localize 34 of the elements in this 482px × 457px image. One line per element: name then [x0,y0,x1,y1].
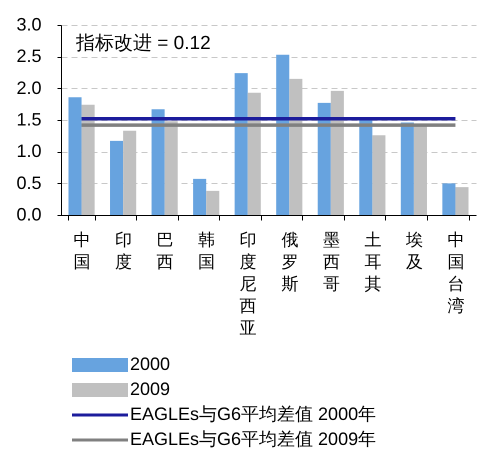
bar [276,54,290,215]
x-tick-label: 中国 [74,230,91,272]
x-tick-label: 印度 [115,230,132,272]
bar [234,73,248,215]
x-tick-label: 埃及 [404,230,423,272]
legend-label: EAGLEs与G6平均差值 2009年 [130,429,376,449]
bar [455,187,469,215]
legend-label: 2000 [130,354,170,374]
x-tick-label: 土耳其 [364,230,382,294]
bar [400,122,414,215]
bar [206,190,220,215]
y-tick-label: 3.0 [16,14,42,34]
bar [318,102,331,215]
y-tick-label: 0.0 [16,204,42,224]
bar [152,109,165,215]
y-tick-label: 0.5 [16,172,42,193]
bar [68,97,82,215]
x-tick-label: 墨西哥 [322,230,340,294]
bar [193,178,206,215]
annotation: 指标改进 = 0.12 [75,33,211,54]
bar [110,140,124,215]
legend-label: EAGLEs与G6平均差值 2000年 [130,404,376,424]
x-tick-label: 俄罗斯 [281,230,298,294]
x-tick-label: 中国台湾 [447,230,464,316]
x-tick-label: 韩国 [198,230,216,272]
y-tick-label: 1.5 [16,110,42,130]
y-tick-label: 1.0 [16,141,42,162]
x-tick-label: 印度尼西亚 [240,230,257,338]
x-tick-label: 巴西 [156,230,174,272]
bar [442,183,456,215]
legend-label: 2009 [130,379,170,399]
y-tick-label: 2.5 [16,46,42,66]
bar [359,118,372,215]
y-tick-label: 2.0 [16,78,42,98]
